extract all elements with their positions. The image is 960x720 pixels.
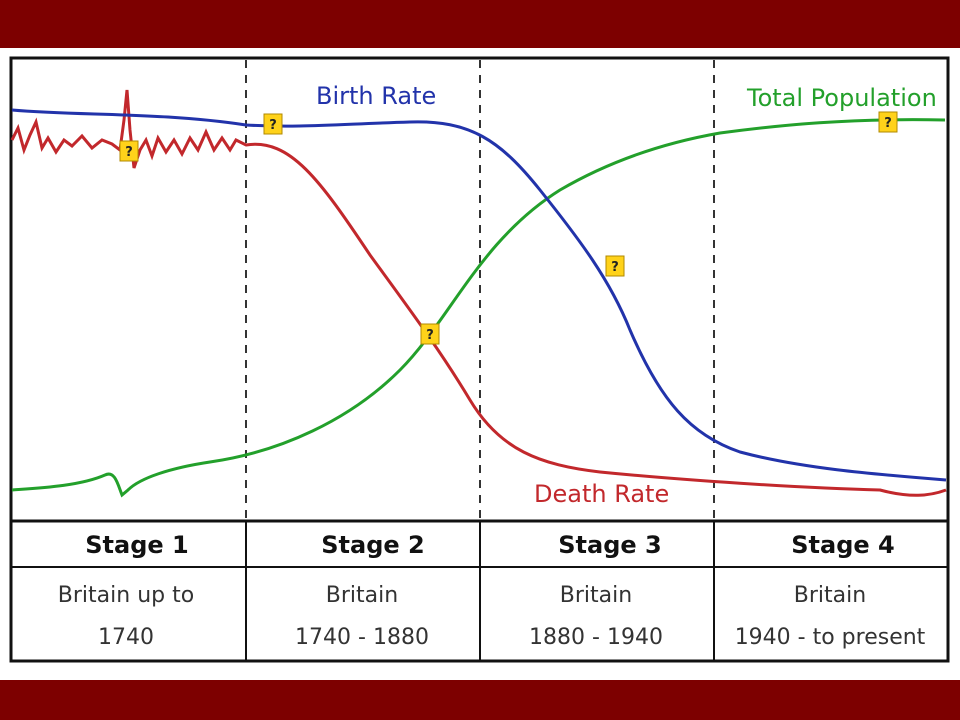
stage-1-desc-line1: Britain up to — [58, 583, 194, 608]
bottom-bar — [0, 680, 960, 720]
question-mark-text: ? — [611, 260, 619, 275]
stage-2-desc-line2: 1740 - 1880 — [295, 625, 429, 650]
question-mark-text: ? — [125, 145, 133, 160]
stage-3-desc-line1: Britain — [560, 583, 632, 608]
stage-3-desc-line2: 1880 - 1940 — [529, 625, 663, 650]
stage-2-desc-line1: Britain — [326, 583, 398, 608]
stage-4-desc-line2: 1940 - to present — [735, 625, 926, 650]
question-marker-birth-stage3[interactable]: ? — [605, 255, 625, 277]
stage-4-title: Stage 4 — [791, 531, 894, 559]
demographic-transition-diagram: Stage 1 Stage 2 Stage 3 Stage 4 Britain … — [9, 56, 950, 663]
question-mark-text: ? — [426, 328, 434, 343]
total-population-curve — [11, 118, 946, 498]
death-rate-label: Death Rate — [534, 480, 669, 508]
stage-2-title: Stage 2 — [321, 531, 424, 559]
stage-table: Stage 1 Stage 2 Stage 3 Stage 4 Britain … — [11, 519, 948, 661]
question-marker-population-stage4[interactable]: ? — [878, 111, 898, 133]
birth-rate-curve — [11, 108, 947, 482]
question-mark-text: ? — [884, 116, 892, 131]
top-title-bar — [0, 0, 960, 48]
birth-rate-label: Birth Rate — [316, 82, 436, 110]
stage-3-title: Stage 3 — [558, 531, 661, 559]
question-marker-death-stage1[interactable]: ? — [119, 140, 139, 162]
question-mark-text: ? — [269, 118, 277, 133]
stage-1-title: Stage 1 — [85, 531, 188, 559]
stage-1-desc-line2: 1740 — [98, 625, 154, 650]
question-marker-birth-stage2[interactable]: ? — [263, 113, 283, 135]
total-population-label: Total Population — [746, 84, 937, 112]
stage-4-desc-line1: Britain — [794, 583, 866, 608]
death-rate-curve — [10, 89, 947, 497]
question-marker-crossover[interactable]: ? — [420, 323, 440, 345]
